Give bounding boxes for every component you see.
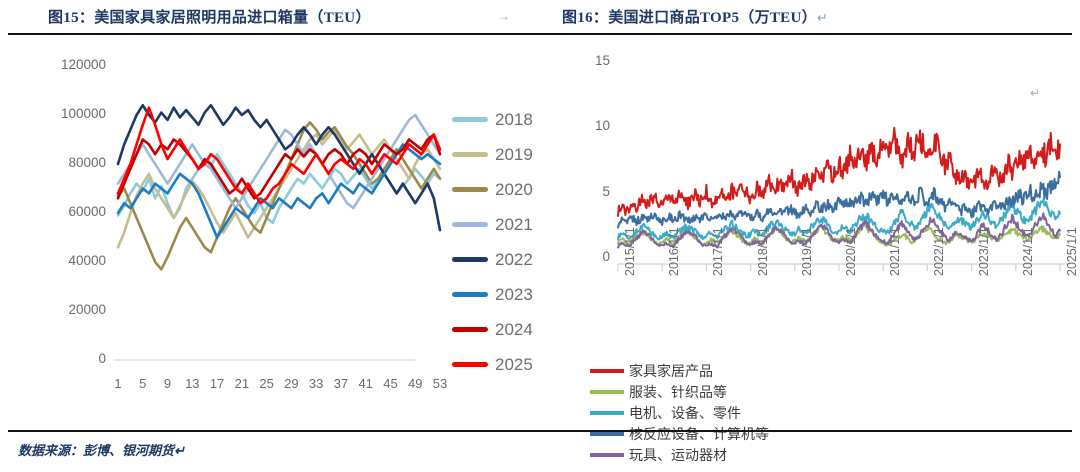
- legend-label: 2019: [495, 144, 533, 164]
- legend-swatch-icon: [452, 257, 488, 262]
- figure-16-title: 图16：美国进口商品TOP5（万TEU）↵: [562, 6, 828, 27]
- figure-15-x-tick-label: 41: [358, 376, 373, 391]
- legend-item-2020[interactable]: 2020: [452, 172, 556, 207]
- legend-item-玩具、运动器材[interactable]: 玩具、运动器材: [590, 444, 838, 465]
- figure-15-y-tick-label: 0: [98, 351, 106, 366]
- arrow-icon: →: [498, 9, 510, 23]
- legend-label: 2020: [495, 179, 533, 199]
- legend-item-2024[interactable]: 2024: [452, 312, 556, 347]
- figure-15-x-tick-label: 17: [209, 376, 225, 391]
- figure-15-y-tick-label: 120000: [60, 57, 106, 72]
- footer-divider: [8, 430, 1072, 432]
- legend-label: 2023: [495, 284, 533, 304]
- legend-swatch-icon: [452, 362, 488, 367]
- header-divider: [8, 33, 1072, 35]
- figure-16-y-tick-label: 10: [594, 118, 610, 134]
- legend-item-2021[interactable]: 2021: [452, 207, 556, 242]
- legend-item-2019[interactable]: 2019: [452, 137, 556, 172]
- legend-swatch-icon: [590, 389, 624, 394]
- legend-label: 2021: [495, 214, 533, 234]
- figure-15-plot: [114, 103, 442, 361]
- figure-15-y-tick-label: 40000: [68, 253, 106, 268]
- figure-16-chart: 家具家居产品 服装、针织品等 电机、设备、零件核反应设备、计算机等 玩具、运动器材 ↵…: [560, 40, 1080, 464]
- figure-15-title: 图15：美国家具家居照明用品进口箱量（TEU）: [48, 6, 371, 27]
- figure-15-x-tick-label: 25: [259, 376, 274, 391]
- legend-label: 家具家居产品: [629, 364, 713, 380]
- figure-15-x-tick-label: 53: [432, 376, 448, 391]
- legend-label: 2022: [495, 249, 533, 269]
- figure-16-y-tick-label: 15: [594, 53, 610, 68]
- figure-15-y-tick-label: 60000: [68, 204, 106, 219]
- pilcrow-icon: ↵: [816, 10, 829, 25]
- figure-16-plot: [617, 126, 1070, 271]
- legend-item-2018[interactable]: 2018: [452, 102, 556, 137]
- legend-item-家具家居产品[interactable]: 家具家居产品: [590, 360, 838, 381]
- figure-15-x-tick-label: 5: [139, 376, 147, 391]
- figure-16-x-tick-label: 2022/1/1: [932, 227, 947, 276]
- figure-16-x-tick-label: 2017/1/1: [711, 227, 726, 276]
- legend-swatch-icon: [590, 452, 624, 457]
- figure-16-x-tick-label: 2016/1/1: [667, 227, 682, 276]
- figure-16-x-tick-label: 2018/1/1: [755, 227, 770, 276]
- legend-label: 玩具、运动器材: [629, 448, 727, 464]
- figure-15-x-tick-label: 49: [407, 376, 423, 391]
- legend-swatch-icon: [452, 327, 488, 332]
- legend-item-电机、设备、零件[interactable]: 电机、设备、零件: [590, 402, 838, 423]
- legend-swatch-icon: [590, 410, 624, 415]
- legend-swatch-icon: [452, 117, 488, 122]
- legend-label: 电机、设备、零件: [629, 406, 741, 422]
- legend-pilcrow-icon: ↵: [1030, 86, 1041, 100]
- legend-item-2025[interactable]: 2025: [452, 347, 556, 382]
- figure-16-x-tick-label: 2015/1/1: [623, 227, 637, 276]
- figure-16-y-tick-label: 0: [602, 249, 610, 264]
- legend-swatch-icon: [452, 222, 488, 227]
- figure-15-y-tick-label: 80000: [68, 155, 106, 170]
- legend-label: 2025: [495, 354, 533, 374]
- figure-15-x-tick-label: 9: [163, 376, 172, 391]
- figure-15-x-tick-label: 21: [234, 376, 250, 391]
- legend-column: 家具家居产品 服装、针织品等 电机、设备、零件: [590, 360, 838, 423]
- figure-16-legend: 家具家居产品 服装、针织品等 电机、设备、零件核反应设备、计算机等 玩具、运动器材: [590, 360, 1080, 465]
- legend-item-2022[interactable]: 2022: [452, 242, 556, 277]
- figure-15-x-tick-label: 1: [114, 376, 122, 391]
- figure-15-y-tick-label: 100000: [60, 106, 106, 121]
- figure-16-x-tick-label: 2024/1/1: [1020, 227, 1035, 276]
- legend-item-2023[interactable]: 2023: [452, 277, 556, 312]
- figure-16-y-tick-label: 5: [602, 183, 610, 199]
- legend-label: 服装、针织品等: [629, 385, 727, 401]
- figure-16-x-tick-label: 2019/1/1: [799, 227, 814, 276]
- legend-swatch-icon: [452, 292, 488, 297]
- figure-15-x-tick-label: 33: [308, 376, 324, 391]
- figure-15-title-text: 图15：美国家具家居照明用品进口箱量（TEU）: [48, 10, 371, 26]
- legend-item-服装、针织品等[interactable]: 服装、针织品等: [590, 381, 838, 402]
- legend-swatch-icon: [452, 152, 488, 157]
- figure-16-x-tick-label: 2020/1/1: [844, 227, 858, 276]
- legend-label: 2018: [495, 109, 533, 129]
- figure-16-x-tick-label: 2023/1/1: [976, 227, 991, 276]
- figure-15-x-tick-label: 45: [383, 376, 398, 391]
- figure-15-legend: 2018 2019 2020 2021 2022 2023 2024 2025: [452, 102, 556, 382]
- legend-label: 核反应设备、计算机等: [629, 427, 769, 443]
- figure-15-chart: 2018 2019 2020 2021 2022 2023 2024 2025 0 20000 4…: [0, 40, 560, 428]
- figure-15-x-tick-label: 29: [284, 376, 299, 391]
- figure-15-x-tick-label: 13: [185, 376, 200, 391]
- figure-15-y-tick-label: 20000: [68, 302, 106, 317]
- legend-item-核反应设备、计算机等[interactable]: 核反应设备、计算机等: [590, 423, 838, 444]
- legend-swatch-icon: [452, 187, 488, 192]
- figure-15-x-tick-label: 37: [333, 376, 349, 391]
- figure-16-x-tick-label: 2025/1/1: [1065, 227, 1079, 276]
- legend-swatch-icon: [590, 368, 624, 373]
- figure-16-x-tick-label: 2021/1/1: [888, 227, 903, 276]
- figure-16-title-text: 图16：美国进口商品TOP5（万TEU）: [562, 10, 817, 26]
- legend-swatch-icon: [590, 431, 624, 436]
- data-source-note: 数据来源：彭博、银河期货↵: [18, 443, 185, 458]
- legend-label: 2024: [495, 319, 533, 339]
